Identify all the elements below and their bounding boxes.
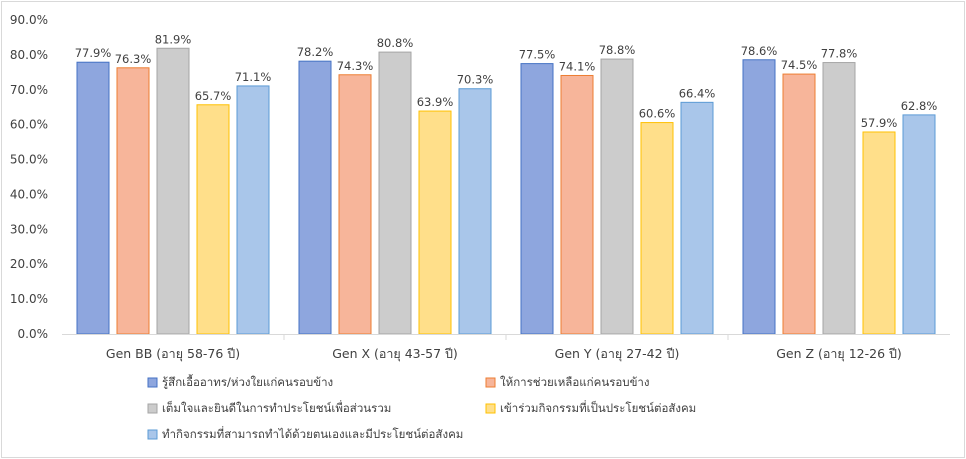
y-tick-label: 50.0% xyxy=(10,153,48,167)
bar xyxy=(520,63,554,335)
legend-swatch xyxy=(485,377,496,388)
data-label: 77.5% xyxy=(519,48,556,62)
data-label: 78.6% xyxy=(741,44,778,58)
bar xyxy=(640,122,674,335)
legend-label: เต็มใจและยินดีในการทำประโยชน์เพื่อส่วนรว… xyxy=(162,400,391,415)
data-labels: 77.9% 76.3%81.9% 65.7%71.1% 78.2%74.3%80.8%… xyxy=(75,32,938,130)
legend-item: ให้การช่วยเหลือแก่คนรอบข้าง xyxy=(485,375,650,389)
legend-item: เข้าร่วมกิจกรรมที่เป็นประโยชน์ต่อสังคม xyxy=(485,400,696,415)
legend-swatch xyxy=(147,403,158,414)
bar xyxy=(742,59,776,335)
data-label: 71.1% xyxy=(235,70,272,84)
bars xyxy=(76,47,936,335)
x-tick-label: Gen Z (อายุ 12-26 ปี) xyxy=(776,346,902,362)
x-tick-label: Gen BB (อายุ 58-76 ปี) xyxy=(106,346,240,362)
data-label: 80.8% xyxy=(377,36,414,50)
legend-label: รู้สึกเอื้ออาทร/ห่วงใยแก่คนรอบข้าง xyxy=(162,374,333,389)
data-label: 76.3% xyxy=(115,52,152,66)
data-label: 65.7% xyxy=(195,89,232,103)
y-tick-label: 30.0% xyxy=(10,222,48,236)
legend-label: เข้าร่วมกิจกรรมที่เป็นประโยชน์ต่อสังคม xyxy=(500,400,696,415)
y-axis: 0.0% 10.0% 20.0% 30.0% 40.0% 50.0% 60.0% 70.0% 8… xyxy=(10,13,48,341)
y-tick-label: 0.0% xyxy=(18,327,49,341)
y-tick-label: 10.0% xyxy=(10,292,48,306)
data-label: 62.8% xyxy=(901,99,938,113)
data-label: 81.9% xyxy=(155,32,192,46)
bar xyxy=(458,88,492,335)
legend-swatch xyxy=(147,429,158,440)
x-axis: Gen BB (อายุ 58-76 ปี) Gen X (อายุ 43-57 … xyxy=(62,334,950,362)
bar xyxy=(560,74,594,335)
bar xyxy=(418,110,452,335)
legend-swatch xyxy=(485,403,496,414)
bar xyxy=(782,73,816,335)
y-tick-label: 80.0% xyxy=(10,48,48,62)
y-tick-label: 60.0% xyxy=(10,118,48,132)
data-label: 57.9% xyxy=(861,116,898,130)
bar xyxy=(902,114,936,335)
data-label: 77.9% xyxy=(75,46,112,60)
data-label: 78.2% xyxy=(297,45,334,59)
y-tick-label: 70.0% xyxy=(10,83,48,97)
data-label: 70.3% xyxy=(457,73,494,87)
legend-swatch xyxy=(147,377,158,388)
data-label: 74.3% xyxy=(337,59,374,73)
x-tick-label: Gen Y (อายุ 27-42 ปี) xyxy=(555,346,680,362)
data-label: 77.8% xyxy=(821,47,858,61)
bar xyxy=(196,104,230,335)
legend: รู้สึกเอื้ออาทร/ห่วงใยแก่คนรอบข้าง ให้การ… xyxy=(147,374,696,441)
legend-label: ทำกิจกรรมที่สามารถทำได้ด้วยตนเองและมีประ… xyxy=(162,426,463,441)
y-tick-label: 40.0% xyxy=(10,187,48,201)
bar xyxy=(116,67,150,335)
bar xyxy=(600,58,634,335)
legend-label: ให้การช่วยเหลือแก่คนรอบข้าง xyxy=(500,375,650,389)
data-label: 63.9% xyxy=(417,95,454,109)
bar xyxy=(680,101,714,335)
x-tick-label: Gen X (อายุ 43-57 ปี) xyxy=(332,346,458,362)
legend-item: ทำกิจกรรมที่สามารถทำได้ด้วยตนเองและมีประ… xyxy=(147,426,463,441)
bar xyxy=(378,51,412,335)
bar xyxy=(298,60,332,335)
legend-item: รู้สึกเอื้ออาทร/ห่วงใยแก่คนรอบข้าง xyxy=(147,374,333,389)
y-tick-label: 90.0% xyxy=(10,13,48,27)
bar xyxy=(236,85,270,335)
data-label: 74.1% xyxy=(559,59,596,73)
legend-item: เต็มใจและยินดีในการทำประโยชน์เพื่อส่วนรว… xyxy=(147,400,391,415)
bar xyxy=(822,62,856,335)
data-label: 74.5% xyxy=(781,58,818,72)
bar xyxy=(338,74,372,335)
y-tick-label: 20.0% xyxy=(10,257,48,271)
bar xyxy=(156,47,190,335)
bar xyxy=(862,131,896,335)
data-label: 60.6% xyxy=(639,107,676,121)
data-label: 78.8% xyxy=(599,43,636,57)
data-label: 66.4% xyxy=(679,86,716,100)
bar xyxy=(76,61,110,335)
